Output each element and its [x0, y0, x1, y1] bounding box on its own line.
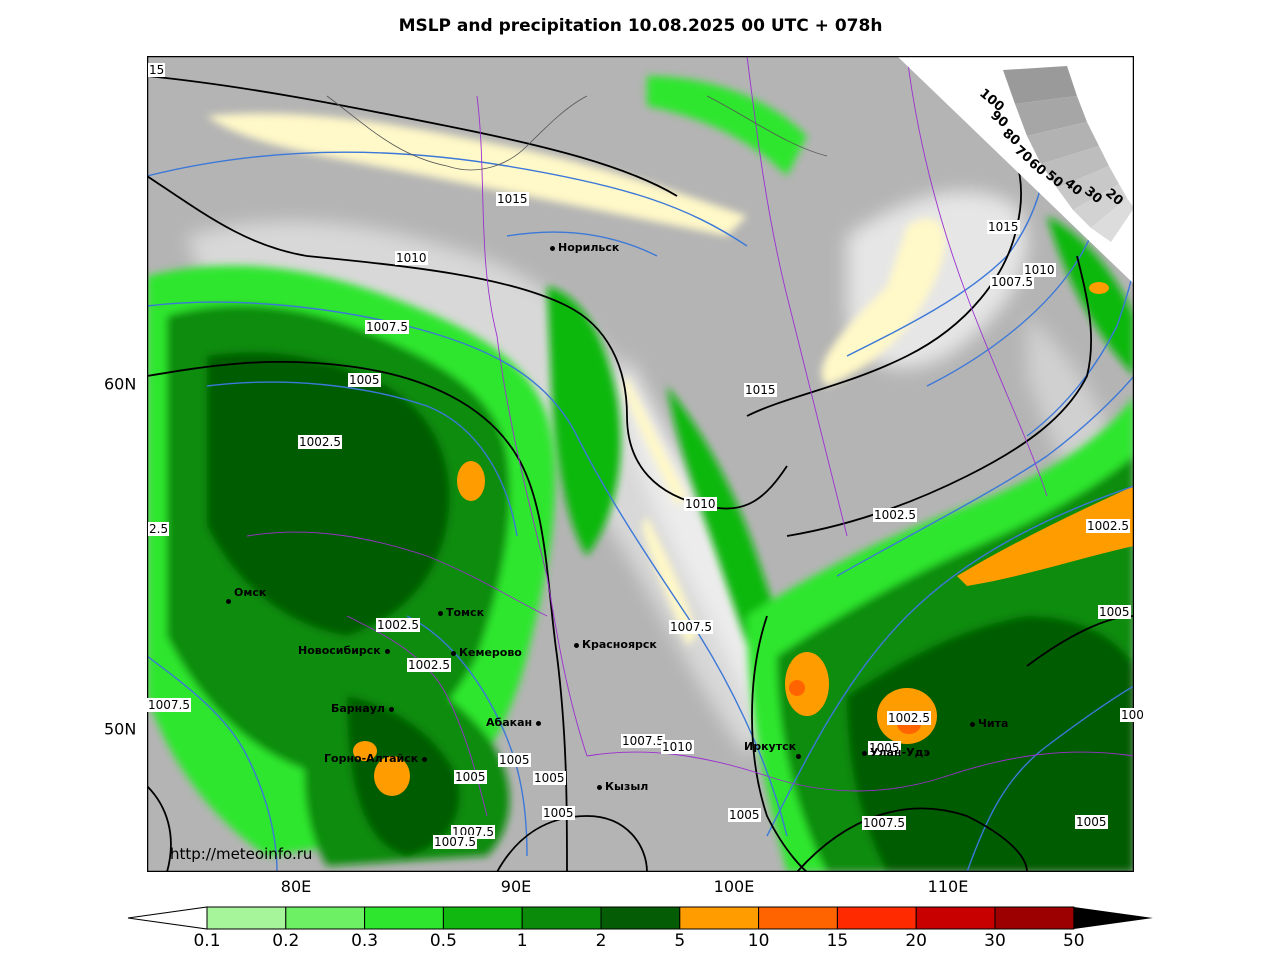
isobar-label: 1005 — [728, 808, 761, 822]
isobar-label: 1015 — [987, 220, 1020, 234]
city-label: Омск — [226, 586, 266, 604]
map-panel — [147, 56, 1134, 872]
legend-swatch — [442, 906, 523, 930]
legend-high-arrow — [1073, 907, 1153, 929]
isobar-label: 1005 — [348, 373, 381, 387]
legend-swatch — [521, 906, 602, 930]
legend-low-arrow — [127, 906, 208, 930]
isobar-label: 100 — [1120, 708, 1145, 722]
legend-swatch — [679, 906, 760, 930]
legend-swatch — [836, 906, 917, 930]
city-label: Чита — [970, 717, 1008, 730]
legend-tick-label: 30 — [984, 931, 1006, 951]
isobar-label: 1002.5 — [298, 435, 342, 449]
isobar-label: 1005 — [1075, 815, 1108, 829]
lon-label: 110E — [927, 877, 969, 896]
legend-tick-label: 0.2 — [272, 931, 300, 951]
isobar-label: 1005 — [868, 741, 901, 755]
legend-swatch — [994, 906, 1075, 930]
isobar-label: 1015 — [496, 192, 529, 206]
legend-tick-label: 15 — [826, 931, 849, 951]
isobar-label: 1007.5 — [669, 620, 713, 634]
isobar-label: 1002.5 — [887, 711, 931, 725]
chart-title: MSLP and precipitation 10.08.2025 00 UTC… — [398, 16, 883, 36]
isobar-label: 1007.5 — [862, 816, 906, 830]
lon-label: 90E — [500, 877, 532, 896]
city-label: Новосибирск — [298, 644, 393, 657]
legend-swatch — [758, 906, 838, 930]
legend-tick-label: 2 — [595, 931, 607, 951]
legend-tick-label: 1 — [516, 931, 528, 951]
legend-tick-label: 5 — [674, 931, 686, 951]
city-label: Иркутск — [744, 740, 804, 759]
legend-tick-label: 50 — [1062, 931, 1085, 951]
isobar-label: 1007.5 — [621, 734, 665, 748]
isobar-label: 1005 — [1098, 605, 1131, 619]
isobar-label: 2.5 — [148, 522, 170, 536]
coastlines — [326, 95, 828, 171]
black-isobars — [147, 75, 1134, 872]
isobar-label: 1002.5 — [376, 618, 420, 632]
city-label: Норильск — [550, 241, 619, 254]
map-canvas — [147, 56, 1134, 872]
blue-isobars — [147, 135, 1134, 872]
legend-tick-label: 10 — [747, 931, 770, 951]
isobar-label: 1015 — [744, 383, 777, 397]
isobar-label: 1010 — [661, 740, 694, 754]
legend-swatch — [915, 906, 996, 930]
city-label: Томск — [438, 606, 484, 619]
legend-swatch — [364, 906, 444, 930]
isobar-label: 1007.5 — [433, 835, 477, 849]
city-label: Горно-Алтайск — [324, 752, 430, 765]
scale-gauge — [1003, 66, 1134, 242]
source-url: http://meteoinfo.ru — [170, 845, 313, 863]
isobar-label: 1005 — [542, 806, 575, 820]
lon-label: 100E — [713, 877, 755, 896]
isobar-label: 1007.5 — [365, 320, 409, 334]
isobar-label: 1010 — [1023, 263, 1056, 277]
legend-swatch — [206, 906, 287, 930]
legend-swatch — [600, 906, 681, 930]
dry-areas — [207, 113, 946, 646]
isobar-label: 1007.5 — [147, 698, 191, 712]
legend-swatch — [285, 906, 366, 930]
city-label: Кызыл — [597, 780, 648, 793]
legend-tick-label: 0.5 — [429, 931, 457, 951]
legend-tick-label: 0.3 — [351, 931, 379, 951]
city-label: Абакан — [486, 716, 544, 729]
map-frame — [147, 56, 1134, 872]
precipitation-legend — [127, 906, 1153, 930]
isobar-label: 1010 — [395, 251, 428, 265]
lat-label: 60N — [104, 374, 137, 394]
isobar-label: 1005 — [454, 770, 487, 784]
isobar-label: 1005 — [533, 771, 566, 785]
city-label: Красноярск — [574, 638, 657, 651]
legend-tick-label: 20 — [905, 931, 928, 951]
isobar-label: 1005 — [498, 753, 531, 767]
isobar-label: 1010 — [684, 497, 717, 511]
city-label: Барнаул — [331, 702, 397, 715]
isobar-label: 1002.5 — [407, 658, 451, 672]
legend-tick-label: 0.1 — [193, 931, 221, 951]
isobar-label: 15 — [148, 63, 166, 77]
lat-label: 50N — [104, 719, 137, 739]
isobar-label: 1002.5 — [1086, 519, 1130, 533]
isobar-label: 1007.5 — [990, 275, 1034, 289]
lon-label: 80E — [280, 877, 312, 896]
heavy-precipitation — [353, 282, 1134, 796]
city-label: Улан-Удэ — [862, 746, 930, 759]
isobar-label: 1002.5 — [873, 508, 917, 522]
city-label: Кемерово — [451, 646, 522, 659]
